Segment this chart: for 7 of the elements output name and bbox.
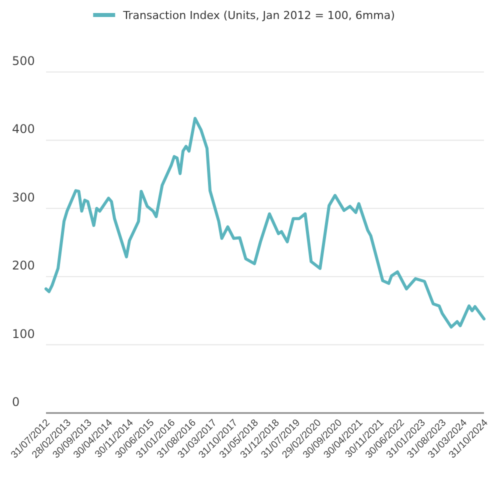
y-tick-label: 100 xyxy=(12,326,35,341)
y-tick-label: 200 xyxy=(12,258,35,273)
y-tick-label: 400 xyxy=(12,122,35,136)
legend-label: Transaction Index (Units, Jan 2012 = 100, 6mma) xyxy=(122,9,395,22)
y-tick-label: 0 xyxy=(12,395,20,409)
y-tick-label: 500 xyxy=(12,54,35,68)
y-tick-label: 300 xyxy=(12,190,35,204)
